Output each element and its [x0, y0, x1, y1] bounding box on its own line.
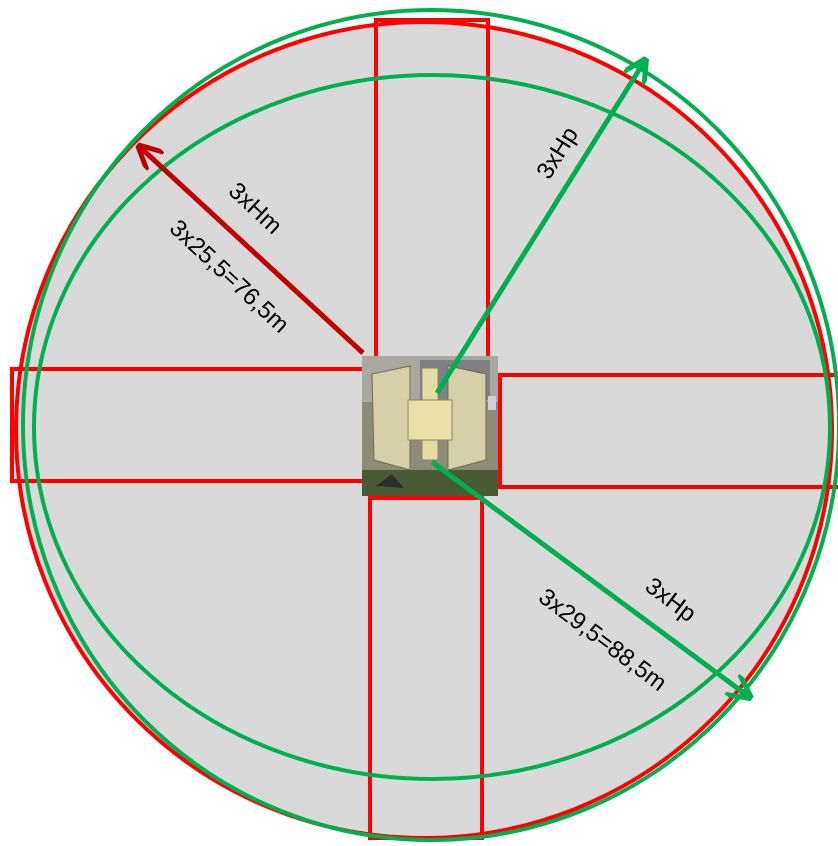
center-photo: [362, 356, 498, 496]
red-radius-arrow: [141, 148, 365, 355]
red-cross-horizontal-right: [498, 373, 838, 489]
green-radius-arrow-upper: [434, 62, 644, 395]
green-radius-arrow-lower: [430, 459, 748, 696]
green-zone-inner-circle: [32, 73, 832, 781]
green-zone-outer-circle: [21, 8, 838, 842]
